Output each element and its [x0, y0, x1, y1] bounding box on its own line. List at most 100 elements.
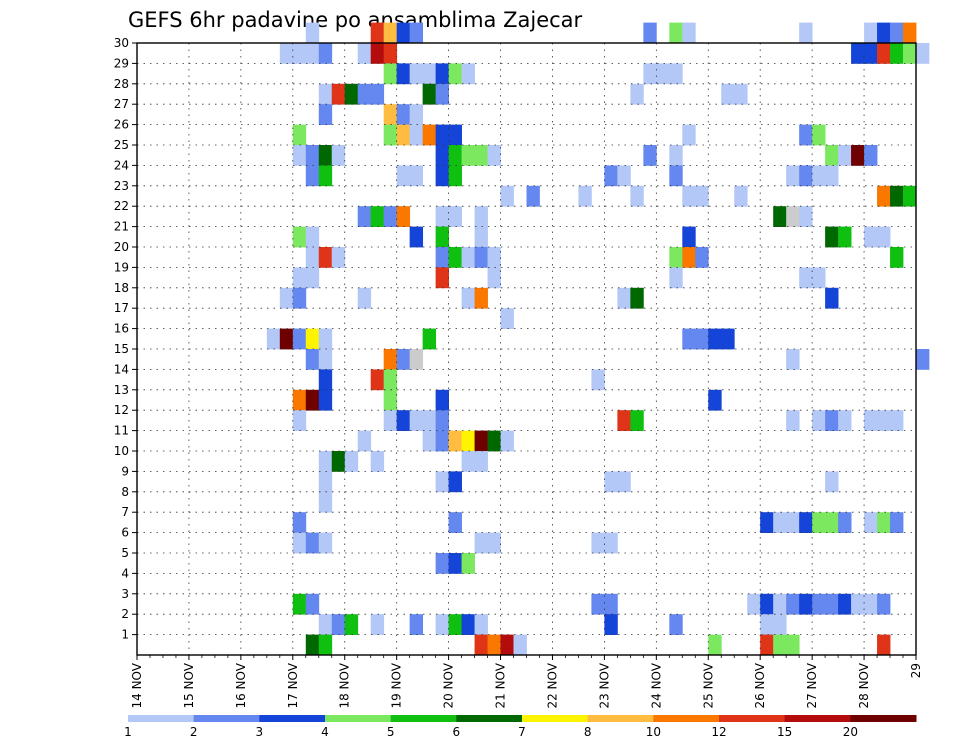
heatmap-cell	[864, 22, 878, 44]
heatmap-cell	[630, 287, 644, 309]
heatmap-cell	[630, 185, 644, 207]
gridlines	[137, 43, 916, 655]
heatmap-cell	[305, 247, 320, 268]
heatmap-cell	[279, 287, 294, 309]
heatmap-cell	[409, 124, 424, 146]
heatmap-cell	[461, 63, 475, 85]
heatmap-cell	[435, 247, 449, 268]
heatmap-cell	[643, 22, 657, 44]
y-tick-label: 1	[121, 628, 129, 642]
heatmap-cell	[435, 430, 449, 452]
heatmap-cell	[513, 634, 527, 656]
legend-swatch	[390, 715, 457, 722]
heatmap-cell	[786, 634, 800, 656]
y-tick-label: 4	[121, 566, 129, 580]
heatmap-cell	[526, 185, 540, 207]
heatmap-cell	[617, 165, 631, 187]
heatmap-cell	[305, 165, 320, 187]
heatmap-cell	[838, 226, 852, 248]
x-tick-label: 14 NOV	[130, 662, 144, 708]
heatmap-cell	[318, 634, 333, 656]
heatmap-cell	[604, 532, 618, 554]
heatmap-cell	[604, 165, 618, 187]
heatmap-cell	[669, 247, 683, 268]
heatmap-cell	[396, 63, 411, 85]
heatmap-cell	[305, 226, 320, 248]
heatmap-cell	[435, 471, 449, 493]
heatmap-cell	[799, 124, 813, 146]
heatmap-cell	[331, 451, 346, 472]
y-tick-label: 12	[114, 403, 129, 417]
heatmap-cell	[305, 145, 320, 166]
heatmap-cell	[318, 145, 333, 166]
heatmap-cell	[500, 308, 514, 329]
heatmap-cell	[435, 553, 449, 574]
heatmap-cell	[383, 104, 398, 125]
heatmap-cell	[279, 328, 294, 350]
y-tick-label: 23	[114, 179, 129, 193]
heatmap-cell	[487, 634, 501, 656]
heatmap-cell	[682, 328, 696, 350]
heatmap-cell	[370, 369, 385, 391]
heatmap-cell	[474, 430, 488, 452]
heatmap-cell	[760, 593, 774, 615]
heatmap-cell	[695, 185, 709, 207]
heatmap-cell	[812, 267, 826, 289]
heatmap-cell	[682, 22, 696, 44]
heatmap-cell	[682, 226, 696, 248]
heatmap-cell	[591, 593, 605, 615]
y-tick-label: 25	[114, 138, 129, 152]
heatmap-cell	[461, 430, 475, 452]
heatmap-cell	[409, 226, 424, 248]
heatmap-cell	[409, 614, 424, 635]
y-tick-label: 18	[114, 281, 129, 295]
legend-swatch	[522, 715, 589, 722]
y-tick-label: 3	[121, 587, 129, 601]
heatmap-cell	[409, 104, 424, 125]
heatmap-cell	[448, 165, 462, 187]
y-tick-label: 17	[114, 301, 129, 315]
heatmap-cell	[318, 43, 333, 64]
heatmap-cell	[500, 430, 514, 452]
heatmap-cell	[318, 349, 333, 370]
heatmap-cell	[292, 287, 307, 309]
heatmap-cell	[474, 451, 488, 472]
heatmap-cell	[344, 451, 359, 472]
heatmap-cell	[877, 226, 891, 248]
heatmap-cell	[370, 451, 385, 472]
heatmap-cell	[799, 512, 813, 533]
heatmap-cell	[409, 410, 424, 431]
heatmap-cell	[877, 593, 891, 615]
heatmap-cell	[357, 287, 372, 309]
heatmap-cell	[318, 471, 333, 493]
heatmap-cell	[903, 185, 917, 207]
legend-label: 10	[646, 725, 661, 739]
heatmap-cell	[383, 43, 398, 64]
heatmap-cell	[357, 206, 372, 227]
heatmap-cell	[864, 43, 878, 64]
heatmap-cell	[448, 430, 462, 452]
heatmap-cell	[864, 145, 878, 166]
heatmap-cell	[825, 512, 839, 533]
heatmap-cell	[396, 206, 411, 227]
heatmap-cell	[890, 22, 904, 44]
heatmap-cell	[448, 614, 462, 635]
heatmap-cell	[864, 593, 878, 615]
heatmap-cell	[435, 267, 449, 289]
y-tick-label: 9	[121, 464, 129, 478]
heatmap-cell	[903, 43, 917, 64]
legend-label: 12	[711, 725, 726, 739]
heatmap-cell	[448, 63, 462, 85]
heatmap-cell	[851, 593, 865, 615]
x-tick-label: 24 NOV	[649, 662, 663, 708]
heatmap-cell	[825, 593, 839, 615]
heatmap-cell	[487, 430, 501, 452]
heatmap-cell	[916, 349, 930, 370]
heatmap-cell	[344, 83, 359, 105]
legend-swatch	[587, 715, 654, 722]
heatmap-cell	[383, 206, 398, 227]
heatmap-cell	[734, 83, 748, 105]
heatmap-cell	[461, 247, 475, 268]
heatmap-cell	[331, 614, 346, 635]
